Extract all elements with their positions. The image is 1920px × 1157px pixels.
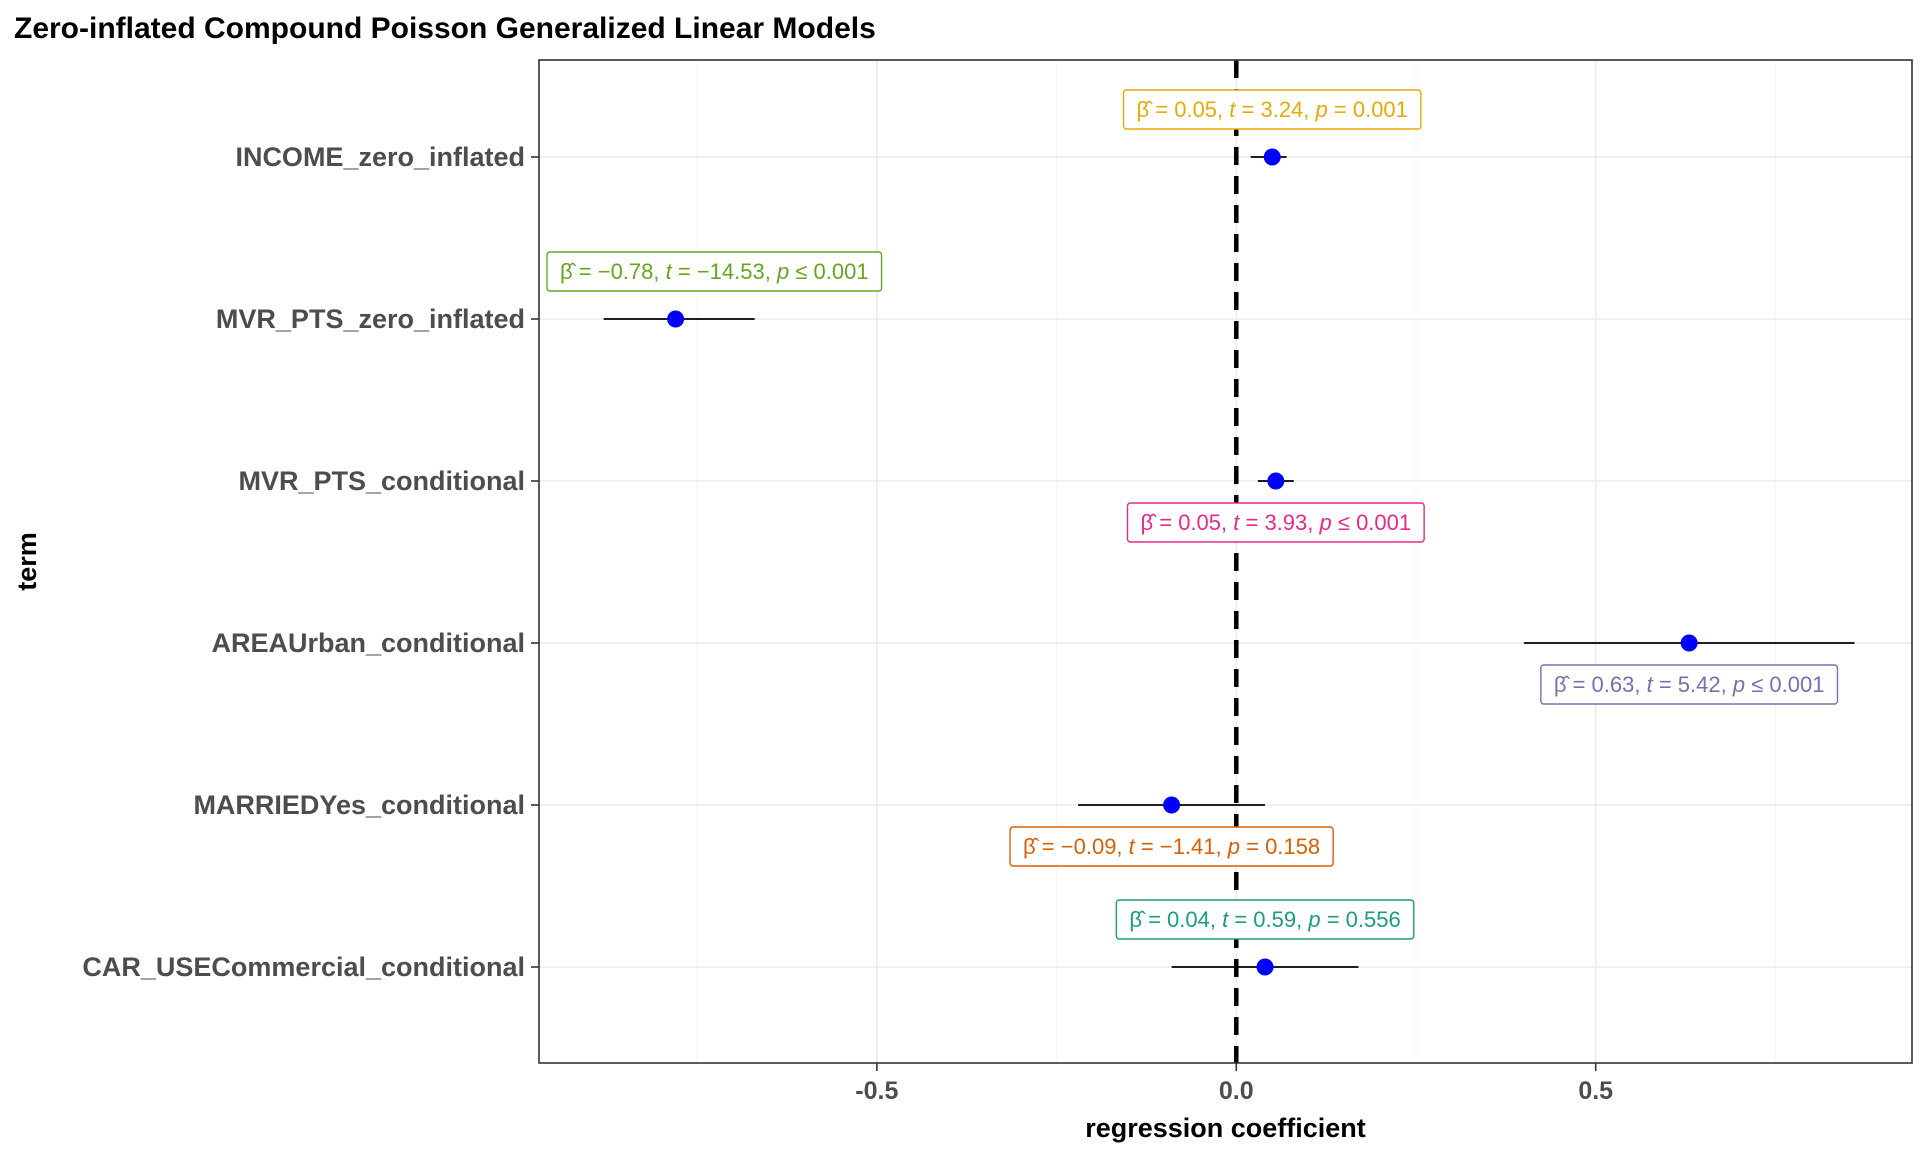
estimate-label-box — [1540, 664, 1839, 705]
estimate-label-box — [1122, 89, 1422, 130]
estimate-point — [1680, 634, 1698, 652]
estimate-label-text: β̂ = −0.78, t = −14.53, p ≤ 0.001 — [560, 259, 869, 284]
estimate-label-text: β̂ = 0.63, t = 5.42, p ≤ 0.001 — [1554, 672, 1825, 697]
estimate-point — [1263, 148, 1281, 166]
x-tick-label: 0.5 — [1578, 1077, 1613, 1105]
estimate-point — [1256, 958, 1274, 976]
estimate-label: β̂ = −0.09, t = −1.41, p = 0.158 — [1009, 826, 1334, 867]
x-axis-title: regression coefficient — [1085, 1113, 1366, 1143]
estimate-label: β̂ = 0.05, t = 3.93, p ≤ 0.001 — [1126, 502, 1425, 543]
x-tick-label: -0.5 — [855, 1077, 898, 1105]
y-tick-label: MVR_PTS_conditional — [238, 466, 525, 496]
estimate-label-text: β̂ = 0.05, t = 3.24, p = 0.001 — [1137, 97, 1408, 122]
y-tick-label: MARRIEDYes_conditional — [193, 790, 525, 820]
estimate-label-text: β̂ = 0.05, t = 3.93, p ≤ 0.001 — [1140, 510, 1411, 535]
estimate-label: β̂ = 0.04, t = 0.59, p = 0.556 — [1115, 899, 1415, 940]
estimate-label: β̂ = 0.05, t = 3.24, p = 0.001 — [1122, 89, 1422, 130]
estimate-label-text: β̂ = 0.04, t = 0.59, p = 0.556 — [1129, 907, 1400, 932]
estimate-point — [667, 310, 685, 328]
y-tick-label: INCOME_zero_inflated — [235, 142, 525, 172]
y-axis-title: term — [12, 532, 42, 591]
x-tick-label: 0.0 — [1219, 1077, 1254, 1105]
estimate-label: β̂ = −0.78, t = −14.53, p ≤ 0.001 — [546, 251, 883, 292]
estimate-point — [1267, 472, 1285, 490]
estimate-label-box — [1009, 826, 1334, 867]
chart-title: Zero-inflated Compound Poisson Generaliz… — [14, 12, 876, 45]
estimate-label: β̂ = 0.63, t = 5.42, p ≤ 0.001 — [1540, 664, 1839, 705]
estimate-label-box — [1115, 899, 1415, 940]
plot-panel — [539, 60, 1912, 1063]
panel-border — [538, 59, 1913, 1064]
y-tick-label: MVR_PTS_zero_inflated — [216, 304, 525, 334]
y-tick-label: CAR_USECommercial_conditional — [82, 952, 525, 982]
estimate-point — [1163, 796, 1181, 814]
estimate-label-box — [1126, 502, 1425, 543]
estimate-label-box — [546, 251, 883, 292]
estimate-label-text: β̂ = −0.09, t = −1.41, p = 0.158 — [1023, 834, 1320, 859]
y-tick-label: AREAUrban_conditional — [211, 628, 525, 658]
